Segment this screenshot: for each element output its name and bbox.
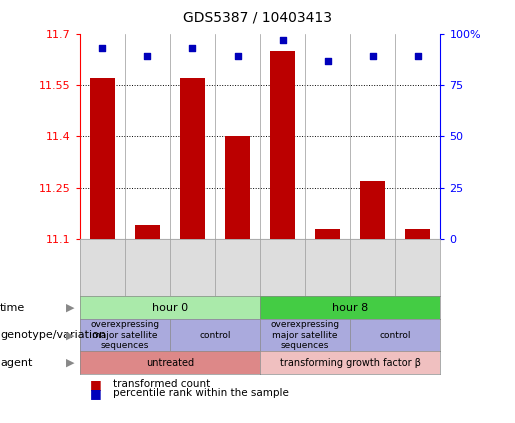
- Bar: [405, 229, 430, 239]
- Point: [143, 53, 151, 60]
- Point: [369, 53, 377, 60]
- Text: untreated: untreated: [146, 358, 194, 368]
- Text: control: control: [199, 331, 231, 340]
- Text: GDS5387 / 10403413: GDS5387 / 10403413: [183, 11, 332, 25]
- Text: transformed count: transformed count: [113, 379, 211, 389]
- Point: [98, 45, 107, 52]
- Bar: [180, 78, 205, 239]
- Text: ■: ■: [90, 378, 102, 390]
- Bar: [270, 51, 295, 239]
- Bar: [90, 78, 115, 239]
- Text: ▶: ▶: [66, 303, 75, 313]
- Text: time: time: [0, 303, 25, 313]
- Text: hour 0: hour 0: [152, 303, 188, 313]
- Point: [233, 53, 242, 60]
- Text: control: control: [380, 331, 411, 340]
- Text: overexpressing
major satellite
sequences: overexpressing major satellite sequences: [270, 320, 340, 350]
- Text: ▶: ▶: [66, 330, 75, 340]
- Text: genotype/variation: genotype/variation: [0, 330, 106, 340]
- Text: hour 8: hour 8: [332, 303, 368, 313]
- Point: [279, 37, 287, 44]
- Text: agent: agent: [0, 358, 32, 368]
- Bar: [135, 225, 160, 239]
- Bar: [315, 229, 340, 239]
- Bar: [225, 137, 250, 239]
- Text: percentile rank within the sample: percentile rank within the sample: [113, 388, 289, 398]
- Text: ■: ■: [90, 387, 102, 400]
- Point: [414, 53, 422, 60]
- Text: transforming growth factor β: transforming growth factor β: [280, 358, 421, 368]
- Bar: [360, 181, 385, 239]
- Point: [323, 57, 332, 64]
- Text: overexpressing
major satellite
sequences: overexpressing major satellite sequences: [90, 320, 160, 350]
- Point: [188, 45, 197, 52]
- Text: ▶: ▶: [66, 358, 75, 368]
